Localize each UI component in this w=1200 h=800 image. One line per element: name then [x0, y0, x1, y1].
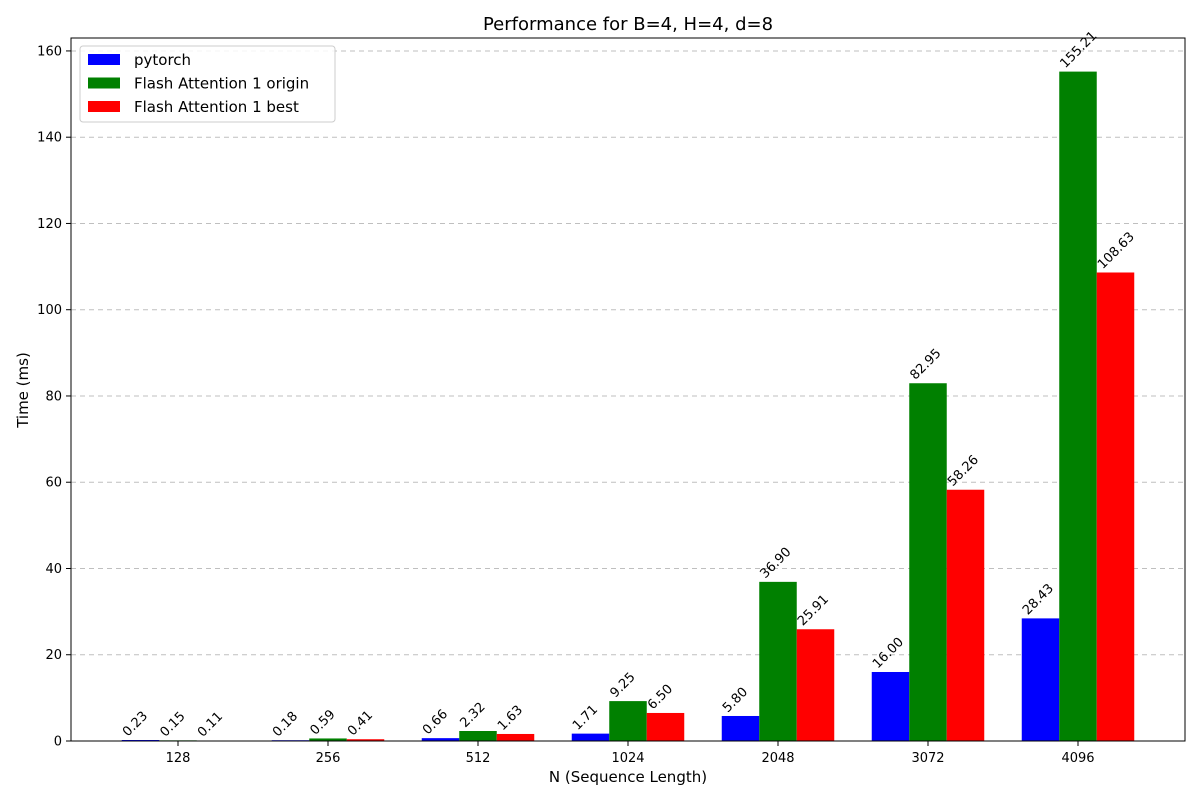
y-tick-label: 40	[45, 562, 62, 577]
y-tick-label: 80	[45, 389, 62, 404]
bar-value-label: 28.43	[1020, 581, 1057, 618]
bar	[946, 489, 985, 741]
bar	[871, 671, 910, 741]
bar-value-label: 25.91	[795, 592, 832, 629]
x-tick-label: 128	[166, 751, 191, 766]
y-tick-label: 0	[54, 735, 62, 750]
legend-swatch	[88, 77, 120, 89]
bar-value-label: 36.90	[757, 545, 794, 582]
legend-swatch	[88, 101, 120, 112]
bar	[421, 738, 460, 741]
legend-label: Flash Attention 1 best	[134, 98, 299, 116]
bar-value-label: 82.95	[907, 346, 944, 383]
x-axis-label: N (Sequence Length)	[549, 768, 707, 786]
x-tick-label: 1024	[611, 751, 644, 766]
plot-frame	[70, 37, 1186, 742]
y-tick-label: 100	[37, 303, 62, 318]
bar	[796, 629, 835, 741]
bar	[646, 712, 685, 741]
bar-value-label: 6.50	[645, 682, 676, 713]
grid-lines	[71, 50, 1185, 656]
y-tick-label: 20	[45, 648, 62, 663]
y-tick-label: 140	[37, 131, 62, 146]
bar-value-label: 0.66	[420, 707, 451, 738]
chart-title: Performance for B=4, H=4, d=8	[483, 14, 773, 35]
bar-value-label: 9.25	[607, 670, 638, 701]
bar-value-label: 0.15	[157, 709, 188, 740]
y-tick-label: 60	[45, 476, 62, 491]
legend-label: Flash Attention 1 origin	[134, 75, 309, 93]
bar-value-label: 1.71	[570, 702, 601, 733]
bar-value-label: 0.18	[270, 709, 301, 740]
bar-value-label: 155.21	[1057, 29, 1100, 72]
y-tick-label: 160	[37, 44, 62, 59]
bar-value-label: 0.41	[345, 708, 376, 739]
bar-value-label: 0.59	[307, 707, 338, 738]
bar-value-label: 108.63	[1095, 230, 1138, 273]
bar-value-label: 0.11	[195, 709, 226, 740]
x-tick-label: 2048	[761, 751, 794, 766]
bar	[721, 715, 760, 741]
bar-value-label: 16.00	[870, 635, 907, 672]
bar	[346, 739, 385, 741]
bar	[909, 383, 947, 741]
bar-value-label: 1.63	[495, 703, 526, 734]
x-tick-label: 256	[316, 751, 341, 766]
x-axis-ticks: 128 256 512 1024 2048 3072 4096	[166, 741, 1095, 766]
bar	[1021, 618, 1060, 741]
bar	[571, 733, 610, 741]
legend: pytorch Flash Attention 1 origin Flash Att…	[79, 45, 336, 123]
bar	[759, 581, 797, 741]
y-axis-ticks: 0 20 40 60 80 100 120 140 160	[37, 44, 71, 750]
y-axis-label: Time (ms)	[14, 352, 32, 429]
legend-label: pytorch	[134, 51, 191, 69]
bar-value-label: 5.80	[720, 685, 751, 716]
bar-value-label: 0.23	[120, 709, 151, 740]
bar-value-label: 58.26	[945, 453, 982, 490]
bar	[496, 733, 535, 741]
bar	[1059, 71, 1097, 742]
x-tick-label: 4096	[1061, 751, 1094, 766]
legend-box	[79, 45, 336, 123]
bar-value-label: 2.32	[457, 700, 488, 731]
data-labels: 0.23 0.18 0.66 1.71 5.80 16.00 28.43 0.15 0.59 2.…	[120, 29, 1138, 741]
bar	[609, 701, 647, 741]
bar	[459, 730, 497, 741]
bar	[309, 738, 347, 741]
x-tick-label: 512	[466, 751, 491, 766]
bars	[121, 71, 1135, 742]
bar	[1096, 272, 1135, 741]
y-tick-label: 120	[37, 217, 62, 232]
legend-swatch	[88, 54, 120, 65]
x-tick-label: 3072	[911, 751, 944, 766]
